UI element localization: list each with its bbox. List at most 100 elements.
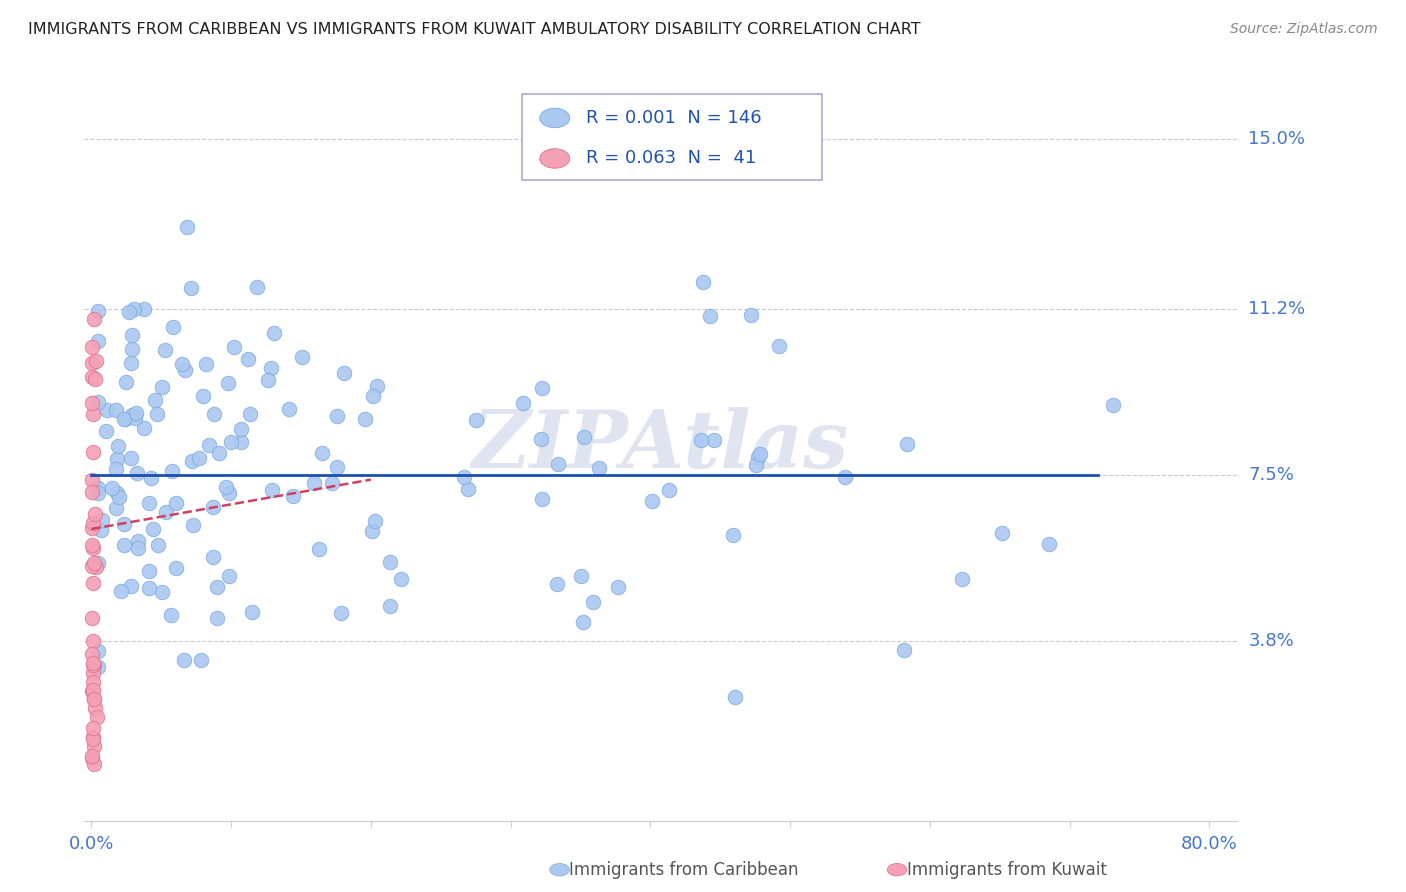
Circle shape <box>540 149 569 169</box>
Point <box>87 660 110 674</box>
Point <box>105 462 128 476</box>
Point <box>82 407 104 421</box>
Point <box>105 452 128 467</box>
Point <box>165 496 187 510</box>
Point <box>86 710 108 724</box>
Point <box>256 374 278 388</box>
Point <box>121 327 143 342</box>
Point <box>173 652 195 666</box>
Point <box>87 334 110 348</box>
Point <box>121 342 143 356</box>
Point <box>82 730 104 744</box>
Point <box>453 469 475 483</box>
Point <box>138 581 160 595</box>
Point <box>582 595 605 609</box>
Point <box>82 541 104 556</box>
Point <box>360 524 382 539</box>
Point <box>222 340 245 354</box>
Point <box>197 438 219 452</box>
Point <box>150 585 173 599</box>
Text: 15.0%: 15.0% <box>1249 129 1305 148</box>
Point <box>87 394 110 409</box>
Point <box>218 486 240 500</box>
Point <box>143 392 166 407</box>
Point <box>87 485 110 500</box>
Point <box>124 302 146 317</box>
Point <box>150 380 173 394</box>
Point <box>218 569 240 583</box>
Point <box>219 434 242 449</box>
Point <box>572 430 595 444</box>
Point <box>330 606 353 620</box>
Point <box>83 756 105 771</box>
Point <box>205 580 228 594</box>
Point <box>153 343 176 358</box>
Point <box>105 486 128 500</box>
Point <box>194 357 217 371</box>
Point <box>658 483 681 497</box>
Point <box>162 320 184 334</box>
Point <box>82 516 104 530</box>
Point <box>139 470 162 484</box>
Point <box>142 522 165 536</box>
Point <box>321 475 343 490</box>
Point <box>83 557 105 571</box>
Point <box>239 407 262 421</box>
Point <box>87 557 110 571</box>
Point <box>94 425 117 439</box>
Point <box>389 572 412 586</box>
Point <box>82 682 104 697</box>
Point <box>115 375 138 389</box>
Point <box>112 517 135 532</box>
Point <box>83 739 105 754</box>
Point <box>83 691 105 706</box>
Point <box>91 514 114 528</box>
Point <box>181 518 204 533</box>
Point <box>181 454 204 468</box>
Point <box>191 389 214 403</box>
Point <box>82 538 104 552</box>
Point <box>82 750 104 764</box>
Point <box>84 559 107 574</box>
Point <box>569 569 592 583</box>
Point <box>120 579 142 593</box>
Point <box>607 580 630 594</box>
Point <box>80 611 103 625</box>
Text: 3.8%: 3.8% <box>1249 632 1294 650</box>
Text: Immigrants from Kuwait: Immigrants from Kuwait <box>907 861 1107 879</box>
Point <box>173 362 195 376</box>
Point <box>229 422 252 436</box>
Point <box>80 485 103 500</box>
Point <box>82 656 104 670</box>
Point <box>83 692 105 706</box>
Point <box>692 275 714 289</box>
Point <box>112 412 135 426</box>
Point <box>127 533 149 548</box>
Point <box>547 457 569 471</box>
Point <box>87 304 110 318</box>
Point <box>721 528 744 542</box>
Point <box>84 701 107 715</box>
Point <box>190 653 212 667</box>
Point <box>114 412 136 426</box>
Point <box>80 370 103 384</box>
Text: ZIPAtlas: ZIPAtlas <box>472 408 849 484</box>
Point <box>134 302 156 317</box>
Point <box>354 411 377 425</box>
Text: R = 0.001  N = 146: R = 0.001 N = 146 <box>586 109 762 127</box>
Point <box>201 550 224 565</box>
Point <box>127 466 149 480</box>
Point <box>530 381 553 395</box>
Point <box>120 356 142 370</box>
Point <box>588 461 610 475</box>
Point <box>84 372 107 386</box>
Point <box>325 460 347 475</box>
Point <box>572 615 595 630</box>
Point <box>80 558 103 573</box>
Point <box>893 642 915 657</box>
Point <box>277 401 299 416</box>
Point <box>80 647 103 661</box>
Point <box>90 523 112 537</box>
Point <box>308 542 330 557</box>
Point <box>82 674 104 689</box>
